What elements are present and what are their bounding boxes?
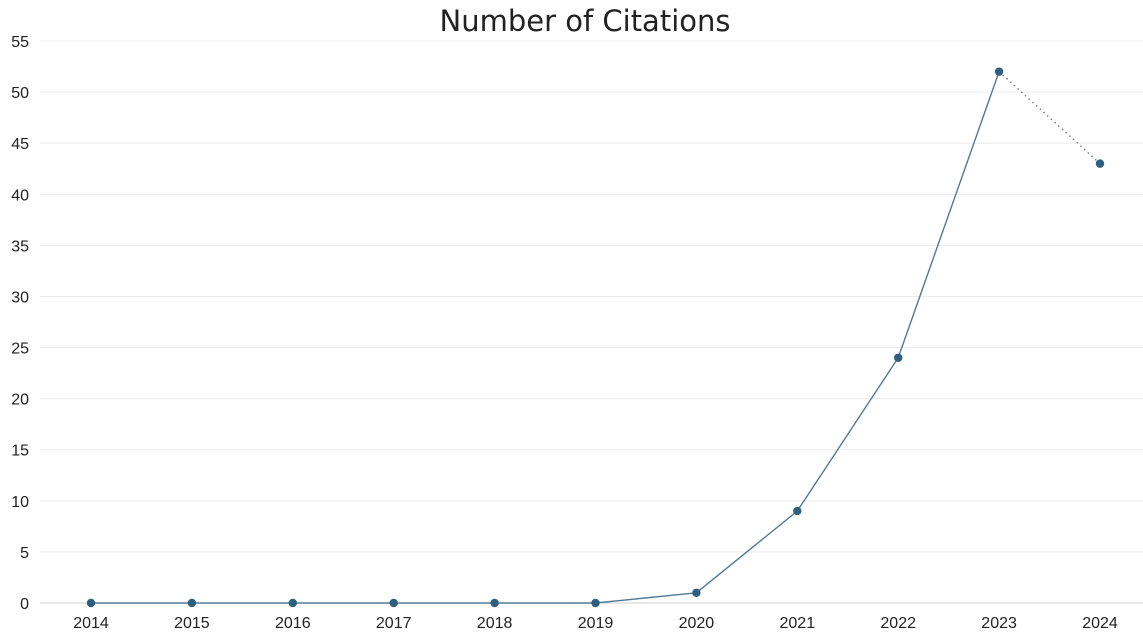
- grid-lines: [40, 40, 1143, 553]
- x-tick-label: 2019: [578, 615, 614, 632]
- chart-title: Number of Citations: [440, 4, 731, 38]
- x-tick-label: 2014: [73, 615, 109, 632]
- data-point-2021: [793, 506, 802, 516]
- y-tick-label: 10: [11, 494, 29, 511]
- data-point-2016: [288, 598, 297, 608]
- data-point-2022: [894, 353, 903, 362]
- x-tick-label: 2015: [174, 615, 210, 632]
- data-point-2017: [389, 598, 398, 608]
- x-tick-label: 2024: [1082, 615, 1118, 632]
- x-tick-label: 2022: [880, 615, 916, 632]
- data-point-2018: [490, 598, 499, 608]
- x-axis-ticks: 2014 2015 2016 2017 2018 2019 2020 2021 2022 2023…: [73, 615, 1118, 632]
- x-tick-label: 2021: [780, 615, 816, 632]
- y-tick-label: 15: [11, 443, 29, 460]
- y-tick-label: 35: [11, 238, 29, 255]
- x-tick-label: 2016: [275, 615, 311, 632]
- y-tick-label: 45: [11, 136, 29, 153]
- series-citations: [91, 71, 1101, 604]
- x-tick-label: 2020: [679, 615, 715, 632]
- y-tick-label: 50: [11, 85, 29, 102]
- x-tick-label: 2018: [477, 615, 513, 632]
- y-tick-label: 25: [11, 341, 29, 358]
- y-tick-label: 5: [20, 545, 29, 562]
- data-points: [86, 67, 1105, 608]
- y-tick-label: 20: [11, 392, 29, 409]
- y-tick-label: 30: [11, 289, 29, 306]
- y-axis-ticks: 0 5 10 15 20 25 30 35 40 45 50 55: [11, 34, 29, 613]
- x-tick-label: 2023: [981, 615, 1017, 632]
- data-point-2020: [692, 588, 701, 597]
- y-tick-label: 0: [20, 596, 29, 613]
- data-point-2024: [1095, 159, 1105, 168]
- data-point-2014: [86, 598, 96, 608]
- y-tick-label: 55: [11, 34, 29, 51]
- series-line-projected: [998, 71, 1101, 165]
- y-tick-label: 40: [11, 187, 29, 204]
- data-point-2015: [187, 598, 197, 608]
- data-point-2019: [591, 598, 600, 608]
- x-tick-label: 2017: [376, 615, 412, 632]
- data-point-2023: [994, 67, 1004, 76]
- series-line: [91, 71, 1000, 604]
